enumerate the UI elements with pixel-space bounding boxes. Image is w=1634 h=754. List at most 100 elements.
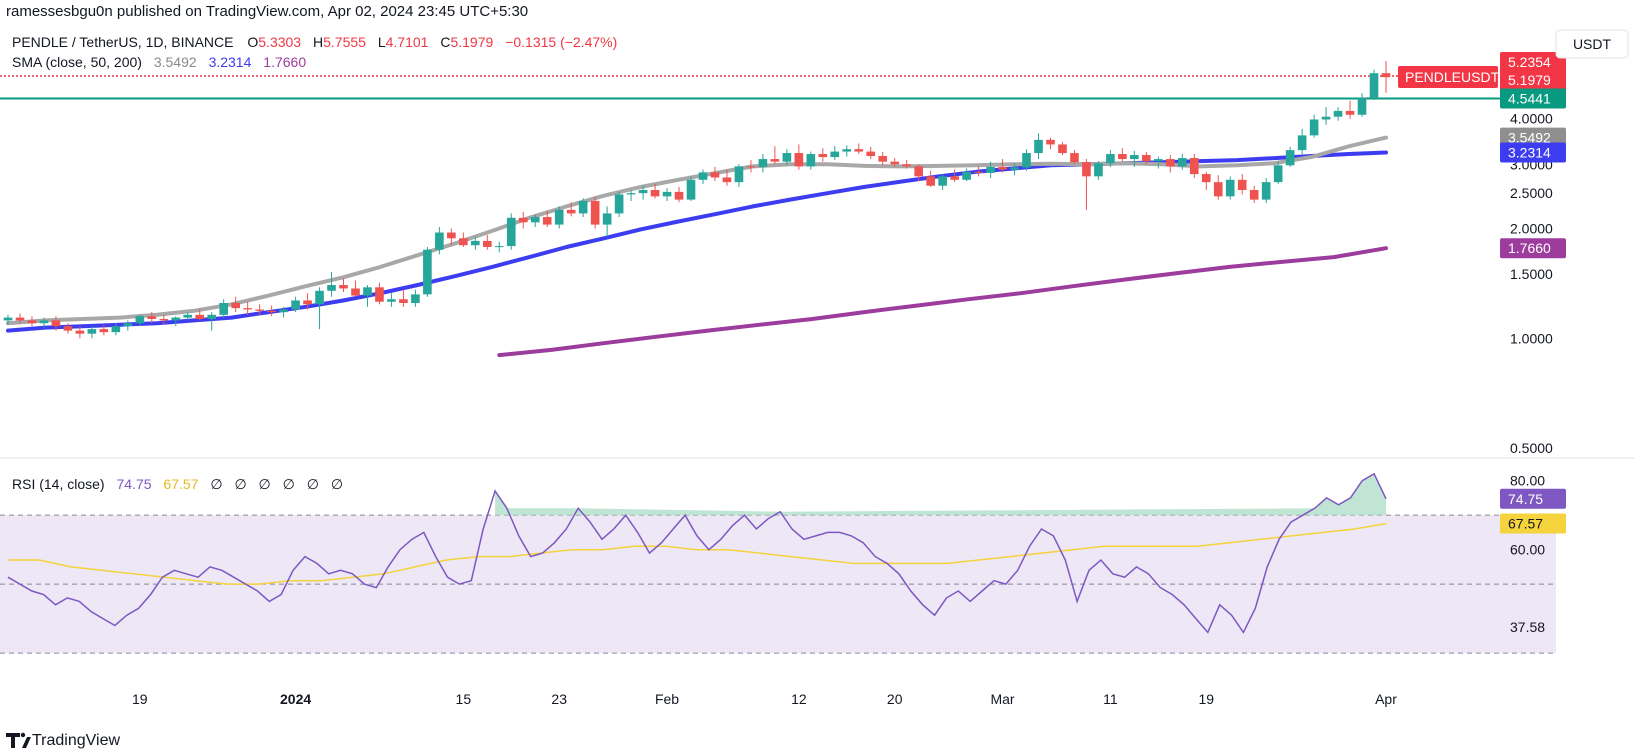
- tradingview-logo[interactable]: TradingView: [6, 732, 120, 749]
- candle[interactable]: [207, 312, 217, 331]
- candle[interactable]: [650, 183, 660, 199]
- candle[interactable]: [1369, 69, 1379, 101]
- candle[interactable]: [734, 164, 744, 187]
- candle[interactable]: [459, 232, 468, 247]
- candle[interactable]: [303, 293, 312, 310]
- candle[interactable]: [962, 168, 971, 181]
- candle[interactable]: [411, 289, 420, 307]
- candle[interactable]: [590, 196, 600, 229]
- candle[interactable]: [614, 191, 624, 218]
- candle[interactable]: [686, 176, 696, 201]
- candle[interactable]: [1357, 93, 1367, 117]
- candle[interactable]: [1297, 128, 1307, 155]
- candle[interactable]: [1106, 150, 1115, 167]
- candle[interactable]: [1237, 174, 1247, 195]
- candle[interactable]: [1094, 161, 1103, 180]
- candle[interactable]: [1070, 150, 1079, 165]
- candle[interactable]: [1154, 156, 1163, 169]
- sma-50-line[interactable]: [6, 135, 1388, 326]
- candle[interactable]: [1058, 142, 1067, 156]
- candle[interactable]: [195, 309, 205, 321]
- candle[interactable]: [722, 169, 732, 186]
- candle[interactable]: [219, 299, 229, 318]
- price-pane[interactable]: [0, 30, 1556, 458]
- candle[interactable]: [1165, 155, 1175, 173]
- candle[interactable]: [854, 143, 864, 155]
- candle[interactable]: [746, 160, 756, 173]
- candle[interactable]: [159, 314, 169, 325]
- candle[interactable]: [794, 144, 804, 170]
- candle[interactable]: [1309, 114, 1319, 138]
- candle[interactable]: [1177, 154, 1187, 170]
- candle[interactable]: [950, 169, 959, 183]
- candle[interactable]: [1213, 175, 1223, 200]
- candle[interactable]: [1321, 107, 1331, 125]
- candle[interactable]: [27, 316, 37, 327]
- candle[interactable]: [482, 234, 492, 250]
- candle[interactable]: [938, 174, 947, 191]
- candle[interactable]: [662, 188, 672, 201]
- candle[interactable]: [39, 317, 49, 328]
- candle[interactable]: [566, 202, 576, 217]
- candle[interactable]: [998, 159, 1007, 173]
- candle[interactable]: [123, 320, 133, 331]
- candle[interactable]: [902, 160, 912, 169]
- candle[interactable]: [3, 314, 13, 325]
- candle[interactable]: [506, 213, 516, 250]
- candle[interactable]: [1345, 100, 1355, 119]
- candle[interactable]: [387, 293, 396, 307]
- candle[interactable]: [291, 296, 300, 313]
- candle[interactable]: [1201, 171, 1211, 191]
- candle[interactable]: [494, 241, 504, 253]
- candle[interactable]: [818, 148, 828, 162]
- candle[interactable]: [986, 161, 995, 179]
- candle[interactable]: [87, 326, 97, 339]
- candle[interactable]: [1189, 154, 1199, 179]
- candle[interactable]: [231, 296, 240, 313]
- candle[interactable]: [518, 211, 528, 229]
- candle[interactable]: [75, 326, 85, 339]
- candle[interactable]: [710, 166, 720, 181]
- candle[interactable]: [866, 146, 876, 160]
- candle[interactable]: [423, 246, 432, 297]
- candle[interactable]: [1261, 178, 1271, 203]
- candle[interactable]: [806, 151, 816, 170]
- candle[interactable]: [315, 287, 324, 330]
- candle[interactable]: [111, 323, 121, 336]
- candle[interactable]: [626, 190, 636, 201]
- candle[interactable]: [243, 301, 252, 315]
- candle[interactable]: [602, 206, 612, 237]
- candle[interactable]: [1034, 133, 1043, 160]
- candle[interactable]: [375, 282, 384, 305]
- candle[interactable]: [1142, 152, 1151, 165]
- candle[interactable]: [842, 145, 852, 157]
- rsi-line[interactable]: [7, 472, 1387, 634]
- candle[interactable]: [267, 305, 276, 317]
- sma-200-line[interactable]: [497, 246, 1388, 358]
- candle[interactable]: [554, 206, 564, 229]
- candle[interactable]: [147, 312, 157, 324]
- candle[interactable]: [1333, 107, 1343, 121]
- candle[interactable]: [171, 316, 181, 327]
- candle[interactable]: [339, 278, 348, 292]
- candle[interactable]: [542, 210, 552, 227]
- candle[interactable]: [914, 164, 923, 181]
- currency-button[interactable]: [1555, 29, 1629, 59]
- candle[interactable]: [830, 146, 840, 161]
- candle[interactable]: [1249, 185, 1259, 203]
- candle[interactable]: [674, 186, 684, 203]
- candle[interactable]: [279, 306, 288, 318]
- candle[interactable]: [1118, 148, 1127, 162]
- candle[interactable]: [51, 316, 61, 331]
- candle[interactable]: [1130, 151, 1139, 167]
- candle[interactable]: [447, 228, 456, 246]
- candle[interactable]: [1082, 159, 1091, 210]
- candle[interactable]: [1010, 163, 1019, 176]
- candle[interactable]: [1381, 61, 1391, 93]
- candle[interactable]: [183, 312, 193, 321]
- candle[interactable]: [351, 280, 360, 297]
- rsi-ma-line[interactable]: [8, 522, 1387, 585]
- candle[interactable]: [471, 236, 480, 250]
- candle[interactable]: [1285, 146, 1295, 167]
